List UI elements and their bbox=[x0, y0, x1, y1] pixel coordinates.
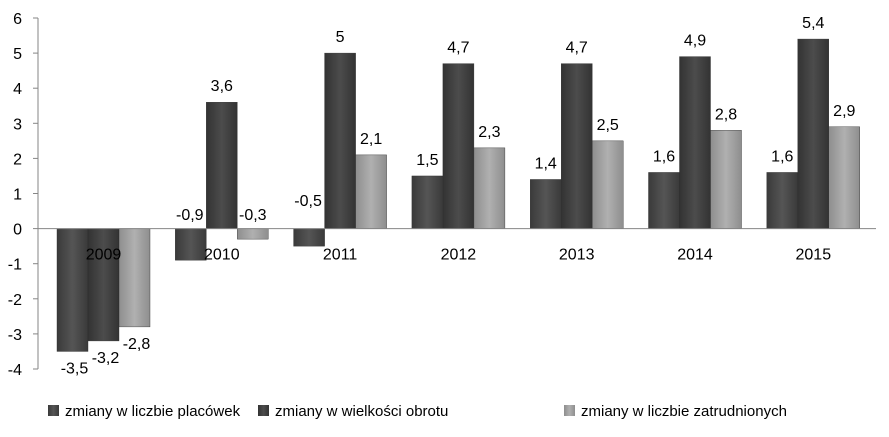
bar-series-0-2013 bbox=[530, 179, 562, 229]
data-label: 1,5 bbox=[416, 152, 438, 169]
bar-series-1-2015 bbox=[797, 38, 829, 229]
x-category-label: 2015 bbox=[796, 247, 832, 264]
x-category-label: 2010 bbox=[204, 247, 240, 264]
bar-series-0-2010 bbox=[175, 228, 207, 261]
bar-series-2-2013 bbox=[592, 140, 624, 229]
bar-series-1-2013 bbox=[561, 63, 593, 229]
x-category-label: 2013 bbox=[559, 247, 595, 264]
legend-label: zmiany w wielkości obrotu bbox=[275, 403, 448, 420]
legend-swatch bbox=[48, 405, 59, 416]
y-tick-label: -2 bbox=[8, 292, 22, 309]
data-label: 4,9 bbox=[684, 33, 706, 50]
data-label: 1,6 bbox=[771, 148, 793, 165]
bar-series-0-2011 bbox=[293, 228, 325, 247]
y-tick-label: 2 bbox=[13, 151, 22, 168]
bar-series-1-2012 bbox=[442, 63, 475, 229]
data-label: 5 bbox=[336, 29, 345, 46]
data-label: 2,5 bbox=[597, 117, 619, 134]
data-label: -0,5 bbox=[294, 193, 322, 210]
y-tick-label: -4 bbox=[8, 362, 22, 379]
data-label: 4,7 bbox=[566, 40, 588, 57]
y-tick-label: 1 bbox=[13, 187, 22, 204]
bar-series-2-2014 bbox=[710, 130, 742, 229]
data-label: 4,7 bbox=[447, 40, 469, 57]
data-label: 3,6 bbox=[211, 78, 233, 95]
bar-series-2-2011 bbox=[355, 154, 387, 229]
bar-series-2-2009 bbox=[118, 228, 151, 328]
x-category-label: 2012 bbox=[441, 247, 477, 264]
data-label: 2,1 bbox=[360, 131, 382, 148]
bar-series-1-2010 bbox=[206, 102, 238, 229]
x-category-label: 2011 bbox=[323, 247, 358, 264]
y-tick-label: -3 bbox=[8, 327, 22, 344]
bar-series-0-2012 bbox=[411, 175, 444, 229]
bar-series-2-2012 bbox=[473, 147, 506, 229]
bar-series-1-2009 bbox=[87, 228, 120, 342]
bar-series-2-2010 bbox=[237, 228, 269, 240]
x-category-label: 2014 bbox=[677, 247, 713, 264]
y-tick-label: -1 bbox=[8, 257, 22, 274]
bar-series-0-2009 bbox=[56, 228, 89, 352]
data-label: -0,9 bbox=[176, 207, 204, 224]
bar-series-0-2014 bbox=[648, 172, 680, 229]
bar-series-1-2014 bbox=[679, 56, 711, 229]
legend-swatch bbox=[258, 405, 269, 416]
data-label: 1,6 bbox=[653, 148, 675, 165]
data-label: -0,3 bbox=[239, 207, 267, 224]
data-label: 2,9 bbox=[833, 103, 855, 120]
data-label: 2,3 bbox=[478, 124, 500, 141]
legend-label: zmiany w liczbie zatrudnionych bbox=[581, 403, 787, 420]
data-label: 2,8 bbox=[715, 106, 737, 123]
y-tick-label: 4 bbox=[13, 81, 22, 98]
y-tick-label: 3 bbox=[13, 116, 22, 133]
data-label: -3,2 bbox=[92, 350, 120, 367]
legend-label: zmiany w liczbie placówek bbox=[65, 403, 241, 420]
bar-series-0-2015 bbox=[766, 172, 798, 229]
data-label: 1,4 bbox=[535, 155, 557, 172]
bar-series-2-2015 bbox=[828, 126, 860, 229]
bar-series-1-2011 bbox=[324, 52, 356, 229]
data-label: -2,8 bbox=[123, 336, 151, 353]
data-label: 5,4 bbox=[802, 15, 824, 32]
x-category-label: 2009 bbox=[86, 247, 122, 264]
y-tick-label: 5 bbox=[13, 46, 22, 63]
y-tick-label: 0 bbox=[13, 222, 22, 239]
data-label: -3,5 bbox=[61, 360, 89, 377]
y-tick-label: 6 bbox=[13, 11, 22, 28]
legend-swatch bbox=[564, 405, 575, 416]
